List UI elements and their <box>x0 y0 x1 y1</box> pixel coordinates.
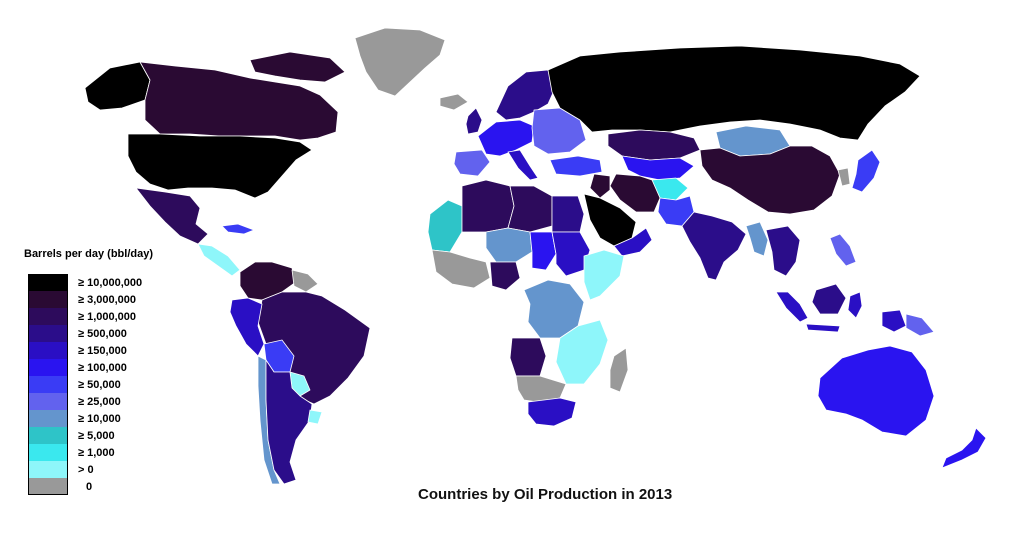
legend-item: ≥ 1,000 <box>28 444 188 461</box>
region-java <box>805 323 841 333</box>
legend-label: 0 <box>86 480 93 493</box>
map-title: Countries by Oil Production in 2013 <box>418 486 673 503</box>
legend-label: ≥ 50,000 <box>78 378 121 391</box>
legend-swatch <box>28 359 68 376</box>
region-new-guinea <box>881 309 907 333</box>
legend-label: ≥ 1,000,000 <box>78 310 137 323</box>
region-scandinavia <box>495 69 557 121</box>
region-spain-portugal <box>453 149 491 177</box>
legend-item: ≥ 50,000 <box>28 376 188 393</box>
region-angola <box>509 337 547 377</box>
region-russia <box>547 45 921 141</box>
legend-swatch <box>28 291 68 308</box>
legend-item: ≥ 100,000 <box>28 359 188 376</box>
region-myanmar <box>745 221 769 257</box>
legend-label: ≥ 150,000 <box>78 344 127 357</box>
region-ethiopia-somalia <box>583 249 625 301</box>
legend-label: ≥ 10,000 <box>78 412 121 425</box>
legend-item: ≥ 10,000 <box>28 410 188 427</box>
region-italy <box>507 149 539 181</box>
region-thailand-vietnam <box>765 225 801 277</box>
region-greenland <box>354 27 446 97</box>
region-new-zealand <box>941 427 987 469</box>
region-canada-arctic-islands <box>249 51 346 83</box>
legend-label: ≥ 25,000 <box>78 395 121 408</box>
region-kazakhstan <box>607 129 701 161</box>
region-borneo <box>811 283 847 315</box>
region-japan <box>851 149 881 193</box>
legend-swatch <box>28 444 68 461</box>
legend-label: ≥ 10,000,000 <box>78 276 143 289</box>
legend-swatch <box>28 274 68 291</box>
region-central-america <box>197 243 241 277</box>
legend-swatch <box>28 342 68 359</box>
region-korea <box>837 167 851 187</box>
region-turkey <box>549 155 603 177</box>
region-cuba <box>221 223 255 235</box>
legend-swatch <box>28 461 68 478</box>
region-chad <box>529 231 557 271</box>
legend-label: > 0 <box>78 463 94 476</box>
region-alaska <box>84 61 151 111</box>
legend-item: ≥ 500,000 <box>28 325 188 342</box>
region-china <box>699 145 841 215</box>
region-colombia-venezuela <box>239 261 297 301</box>
region-algeria <box>461 179 515 233</box>
region-philippines <box>829 233 857 267</box>
region-mali-niger <box>485 227 533 263</box>
region-iceland <box>439 93 469 111</box>
legend: ≥ 10,000,000 ≥ 3,000,000 ≥ 1,000,000 ≥ 5… <box>28 274 188 495</box>
region-mauritania-western-sahara <box>427 199 463 253</box>
legend-item: ≥ 1,000,000 <box>28 308 188 325</box>
region-indonesia-sumatra <box>775 291 809 323</box>
legend-item: ≥ 10,000,000 <box>28 274 188 291</box>
region-egypt <box>551 195 585 233</box>
legend-swatch <box>28 478 68 495</box>
region-east-africa <box>555 319 609 385</box>
region-south-africa <box>527 397 577 427</box>
legend-swatch <box>28 410 68 427</box>
legend-title: Barrels per day (bbl/day) <box>24 248 153 260</box>
region-papua-new-guinea <box>905 313 935 337</box>
region-western-europe <box>477 119 535 157</box>
region-madagascar <box>609 347 629 393</box>
region-iran <box>609 173 661 213</box>
legend-item: > 0 <box>28 461 188 478</box>
legend-swatch <box>28 427 68 444</box>
legend-label: ≥ 100,000 <box>78 361 127 374</box>
legend-item: ≥ 5,000 <box>28 427 188 444</box>
region-uk <box>465 107 483 135</box>
legend-label: ≥ 500,000 <box>78 327 127 340</box>
region-iraq <box>589 173 611 199</box>
legend-swatch <box>28 308 68 325</box>
legend-item: ≥ 150,000 <box>28 342 188 359</box>
region-canada <box>139 61 339 141</box>
legend-swatch <box>28 325 68 342</box>
region-australia <box>817 345 935 437</box>
region-central-asia <box>621 155 695 181</box>
region-sulawesi <box>847 291 863 319</box>
legend-item: 0 <box>28 478 188 495</box>
legend-swatch <box>28 393 68 410</box>
region-west-africa <box>431 249 491 289</box>
region-argentina <box>265 359 313 485</box>
legend-item: ≥ 3,000,000 <box>28 291 188 308</box>
region-guyana-suriname <box>291 269 319 293</box>
region-libya <box>507 185 553 233</box>
region-nigeria <box>489 261 521 291</box>
region-uruguay <box>307 409 323 425</box>
region-mexico <box>135 187 209 245</box>
region-usa <box>127 133 313 199</box>
legend-label: ≥ 1,000 <box>78 446 115 459</box>
region-peru-ecuador <box>229 297 265 357</box>
region-india <box>681 211 747 281</box>
legend-label: ≥ 5,000 <box>78 429 115 442</box>
legend-label: ≥ 3,000,000 <box>78 293 137 306</box>
region-sudan <box>551 231 591 277</box>
legend-item: ≥ 25,000 <box>28 393 188 410</box>
legend-swatch <box>28 376 68 393</box>
